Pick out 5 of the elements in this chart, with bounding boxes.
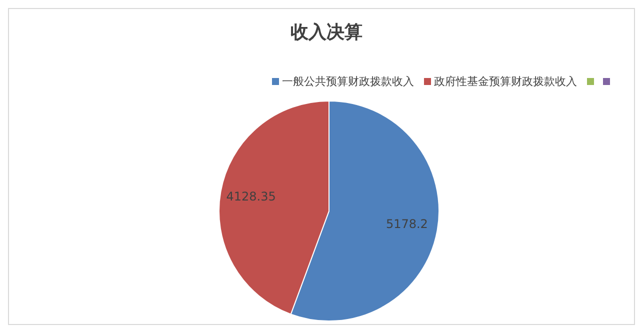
legend-label: 一般公共预算财政拨款收入: [282, 75, 414, 88]
chart-title: 收入决算: [290, 22, 362, 43]
data-label: 4128.35: [226, 189, 276, 204]
legend-label: 政府性基金预算财政拨款收入: [434, 75, 577, 88]
data-label: 5178.2: [386, 217, 428, 232]
